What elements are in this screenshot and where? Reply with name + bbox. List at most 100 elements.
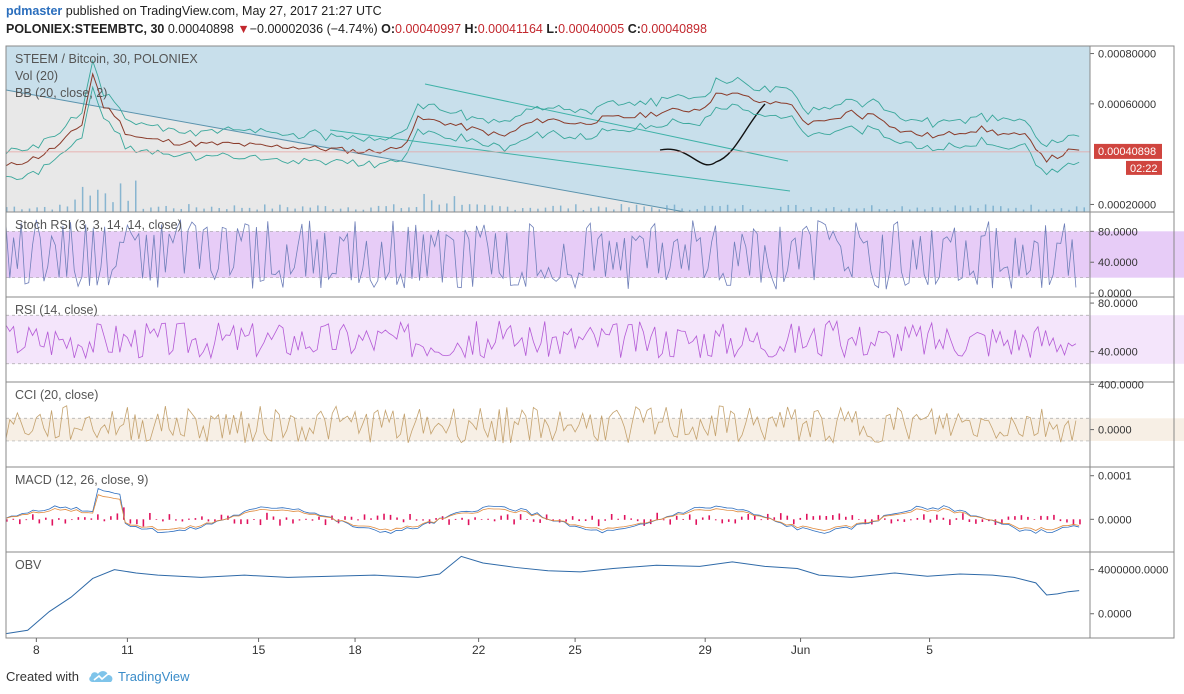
author-link[interactable]: pdmaster [6,4,63,18]
macd-histogram-bar [409,513,411,520]
pane-stoch-rsi[interactable] [5,218,1184,298]
volume-bar [165,205,167,212]
volume-bar [514,209,516,212]
pane-label: CCI (20, close) [15,388,98,402]
pane-macd[interactable] [5,475,1174,553]
cci-line [5,405,1077,444]
macd-histogram-bar [747,514,750,520]
macd-histogram-bar [266,512,268,520]
volume-bar [279,204,281,212]
volume-bar [848,207,850,212]
pane-main[interactable] [5,46,1174,213]
volume-bar [1015,207,1017,212]
volume-bar [1083,207,1085,212]
macd-histogram-bar [305,518,307,520]
x-tick-label: 5 [926,643,933,657]
chart-area[interactable]: 0.00040898 02:22 STEEM / Bitcoin, 30, POLO… [0,42,1184,660]
volume-bar [491,205,494,212]
x-tick-label: 18 [348,643,362,657]
volume-bar [969,205,972,212]
pane-rsi[interactable] [5,302,1184,383]
macd-histogram-bar [1053,514,1055,520]
pane-cci[interactable] [5,383,1184,468]
macd-histogram-bar [279,519,281,526]
macd-histogram-bar [402,519,405,523]
volume-bar [688,209,691,212]
volume-bar [795,204,797,212]
macd-histogram-bar [1066,519,1068,523]
volume-bar [984,204,987,212]
close-value: 0.00040898 [640,22,707,36]
y-tick-label: 80.0000 [1098,226,1138,238]
macd-histogram-bar [597,519,600,527]
macd-histogram-bar [357,519,359,521]
y-tick-label: 0.0000 [1098,609,1132,621]
macd-histogram-bar [259,519,262,526]
macd-histogram-bar [656,512,658,520]
volume-bar [112,202,114,212]
macd-histogram-bar [571,516,574,520]
volume-bar [461,204,463,212]
x-tick-label: 29 [699,643,713,657]
volume-bar [742,205,744,212]
volume-bar [863,208,865,212]
channel-line-upper [424,83,789,162]
volume-bar [355,209,357,212]
macd-histogram-bar [123,507,125,520]
volume-bar [468,204,471,212]
macd-histogram-bar [71,519,73,521]
volume-bar [734,208,736,212]
chart-frame [5,45,1175,639]
volume-bar [597,206,600,212]
volume-bar [567,208,570,212]
volume-bar [74,199,76,212]
volume-bar [256,209,258,212]
macd-histogram-bar [110,516,112,520]
volume-bar [6,207,8,212]
macd-histogram-bar [155,519,158,520]
volume-bar [347,207,349,212]
created-with-label: Created with [6,669,79,684]
volume-bar [711,205,714,212]
volume-bar [286,207,289,212]
volume-bar [301,206,304,212]
macd-histogram-bar [897,519,899,522]
volume-bar [893,209,896,212]
macd-histogram-bar [84,517,86,520]
macd-histogram-bar [175,519,177,521]
macd-histogram-bar [474,517,476,520]
macd-histogram-bar [877,514,880,520]
volume-bar [233,205,236,212]
macd-histogram-bar [695,519,698,525]
bollinger-lower-band [5,85,1080,180]
volume-bar [992,205,994,212]
macd-histogram-bar [324,519,327,526]
x-tick-label: Jun [791,643,810,657]
volume-bar [1030,204,1032,212]
macd-histogram-bar [77,517,80,520]
pane-label: OBV [15,558,42,572]
tradingview-cloud-icon[interactable] [88,668,114,684]
volume-bar [81,186,84,212]
macd-histogram-bar [760,519,763,521]
high-value: 0.00041164 [477,22,543,36]
macd-histogram-bar [454,518,457,520]
tradingview-brand[interactable]: TradingView [118,669,190,684]
macd-histogram-bar [38,519,41,524]
volume-bar [370,207,372,212]
macd-histogram-bar [1072,519,1075,525]
macd-histogram-bar [493,519,496,522]
y-tick-label: 400.0000 [1098,379,1144,391]
volume-bar [97,189,99,212]
macd-histogram-bar [292,519,294,524]
volume-bar [28,208,31,212]
volume-bar [453,196,456,212]
volume-bar [1075,206,1078,212]
channel-line-lower [329,129,791,192]
x-tick-label: 25 [568,643,582,657]
macd-histogram-bar [832,515,834,520]
volume-bar [362,209,365,212]
y-tick-label: 4000000.0000 [1098,565,1168,577]
volume-bar [317,205,319,212]
macd-histogram-bar [461,517,463,520]
